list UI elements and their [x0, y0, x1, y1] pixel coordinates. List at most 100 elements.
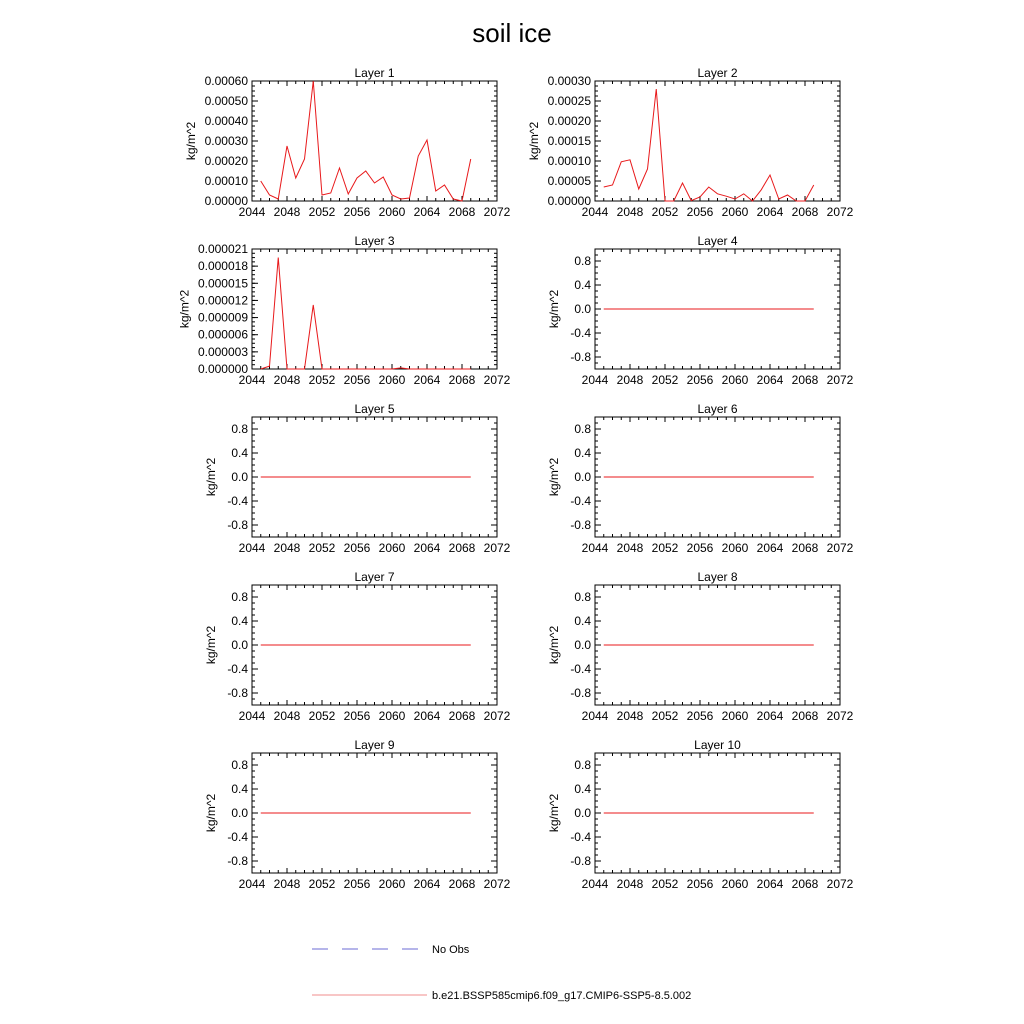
x-tick-label: 2048 [274, 205, 301, 219]
y-tick-label: 0.4 [574, 782, 591, 796]
y-tick-label: 0.0 [574, 470, 591, 484]
y-axis-label: kg/m^2 [527, 122, 541, 161]
y-tick-label: 0.000012 [198, 293, 248, 307]
y-tick-label: 0.00000 [548, 194, 592, 208]
y-tick-label: 0.8 [574, 254, 591, 268]
x-tick-label: 2044 [239, 877, 266, 891]
x-tick-label: 2052 [309, 541, 336, 555]
x-tick-label: 2048 [274, 877, 301, 891]
y-tick-label: 0.00050 [205, 94, 249, 108]
legend-label-no-obs: No Obs [432, 944, 470, 956]
y-tick-label: 0.000009 [198, 311, 248, 325]
y-tick-label: 0.4 [231, 446, 248, 460]
x-tick-label: 2056 [344, 877, 371, 891]
x-tick-label: 2072 [484, 205, 511, 219]
x-tick-label: 2056 [687, 541, 714, 555]
x-tick-label: 2048 [274, 541, 301, 555]
x-tick-label: 2052 [652, 877, 679, 891]
y-tick-label: -0.8 [570, 350, 591, 364]
x-tick-label: 2064 [414, 709, 441, 723]
x-tick-label: 2052 [309, 877, 336, 891]
panel-6: Layer 6 2044 2048 2052 2056 2060 2064 2068 2072 -… [547, 402, 853, 555]
x-tick-label: 2056 [344, 709, 371, 723]
x-tick-label: 2072 [827, 373, 854, 387]
x-tick-label: 2056 [687, 877, 714, 891]
y-tick-label: 0.00015 [548, 134, 592, 148]
x-tick-label: 2048 [617, 709, 644, 723]
y-tick-label: 0.0 [574, 302, 591, 316]
y-tick-label: 0.0 [574, 638, 591, 652]
x-tick-label: 2044 [582, 205, 609, 219]
y-tick-label: 0.000015 [198, 276, 248, 290]
x-tick-label: 2072 [484, 541, 511, 555]
y-axis-label: kg/m^2 [204, 626, 218, 665]
x-tick-label: 2068 [449, 877, 476, 891]
x-tick-label: 2068 [792, 877, 819, 891]
y-tick-label: 0.0 [231, 470, 248, 484]
y-tick-label: -0.8 [227, 854, 248, 868]
panel-3: Layer 3 2044 2048 2052 2056 2060 2064 2068 2072 0… [177, 234, 510, 387]
y-tick-label: 0.4 [574, 278, 591, 292]
y-axis-label: kg/m^2 [184, 122, 198, 161]
x-tick-label: 2048 [274, 373, 301, 387]
y-axis-label: kg/m^2 [547, 458, 561, 497]
x-tick-label: 2060 [722, 373, 749, 387]
x-tick-label: 2044 [582, 373, 609, 387]
x-tick-label: 2060 [379, 205, 406, 219]
x-tick-label: 2048 [617, 541, 644, 555]
y-tick-label: 0.000003 [198, 345, 248, 359]
x-tick-label: 2064 [757, 877, 784, 891]
x-tick-label: 2048 [274, 709, 301, 723]
x-tick-label: 2064 [757, 205, 784, 219]
x-tick-label: 2060 [379, 877, 406, 891]
x-tick-label: 2060 [379, 373, 406, 387]
plot-frame [594, 80, 841, 202]
panel-10: Layer 10 2044 2048 2052 2056 2060 2064 2068 2072… [547, 738, 853, 891]
y-tick-label: 0.000018 [198, 259, 248, 273]
x-tick-label: 2060 [379, 709, 406, 723]
y-axis-label: kg/m^2 [547, 290, 561, 329]
panel-4: Layer 4 2044 2048 2052 2056 2060 2064 2068 2072 -… [547, 234, 853, 387]
x-tick-label: 2068 [449, 373, 476, 387]
x-tick-label: 2052 [309, 373, 336, 387]
x-tick-label: 2052 [652, 205, 679, 219]
y-tick-label: -0.4 [227, 494, 248, 508]
panel-2: Layer 2 2044 2048 2052 2056 2060 2064 2068 2072 0… [527, 66, 854, 219]
y-axis-label: kg/m^2 [547, 626, 561, 665]
panel-1: Layer 1 2044 2048 2052 2056 2060 2064 2068 2072 0… [184, 66, 511, 219]
panel-title: Layer 4 [697, 234, 737, 248]
x-tick-label: 2048 [617, 205, 644, 219]
x-tick-label: 2056 [687, 709, 714, 723]
y-tick-label: 0.00020 [205, 154, 249, 168]
x-tick-label: 2068 [792, 205, 819, 219]
x-tick-label: 2072 [827, 877, 854, 891]
x-tick-label: 2072 [484, 709, 511, 723]
panel-title: Layer 3 [354, 234, 394, 248]
x-tick-label: 2056 [344, 205, 371, 219]
series-line-1 [260, 80, 472, 202]
x-tick-label: 2072 [484, 373, 511, 387]
y-tick-label: 0.000021 [198, 242, 248, 256]
x-tick-label: 2068 [449, 709, 476, 723]
x-tick-label: 2064 [757, 541, 784, 555]
x-tick-label: 2072 [484, 877, 511, 891]
y-tick-label: 0.8 [574, 422, 591, 436]
panel-5: Layer 5 2044 2048 2052 2056 2060 2064 2068 2072 -… [204, 402, 510, 555]
x-tick-label: 2072 [827, 541, 854, 555]
y-tick-label: -0.4 [227, 830, 248, 844]
x-tick-label: 2044 [582, 709, 609, 723]
y-tick-label: 0.0 [574, 806, 591, 820]
legend-label-model: b.e21.BSSP585cmip6.f09_g17.CMIP6-SSP5-8.… [432, 990, 691, 1002]
panel-title: Layer 5 [354, 402, 394, 416]
y-tick-label: 0.00010 [205, 174, 249, 188]
x-tick-label: 2060 [722, 205, 749, 219]
y-tick-label: -0.8 [570, 518, 591, 532]
y-tick-label: 0.8 [231, 758, 248, 772]
x-tick-label: 2064 [414, 541, 441, 555]
x-tick-label: 2068 [792, 709, 819, 723]
y-axis-label: kg/m^2 [204, 794, 218, 833]
series-line-1 [603, 88, 815, 202]
y-tick-label: -0.8 [570, 854, 591, 868]
x-tick-label: 2044 [239, 709, 266, 723]
y-tick-label: -0.4 [570, 830, 591, 844]
